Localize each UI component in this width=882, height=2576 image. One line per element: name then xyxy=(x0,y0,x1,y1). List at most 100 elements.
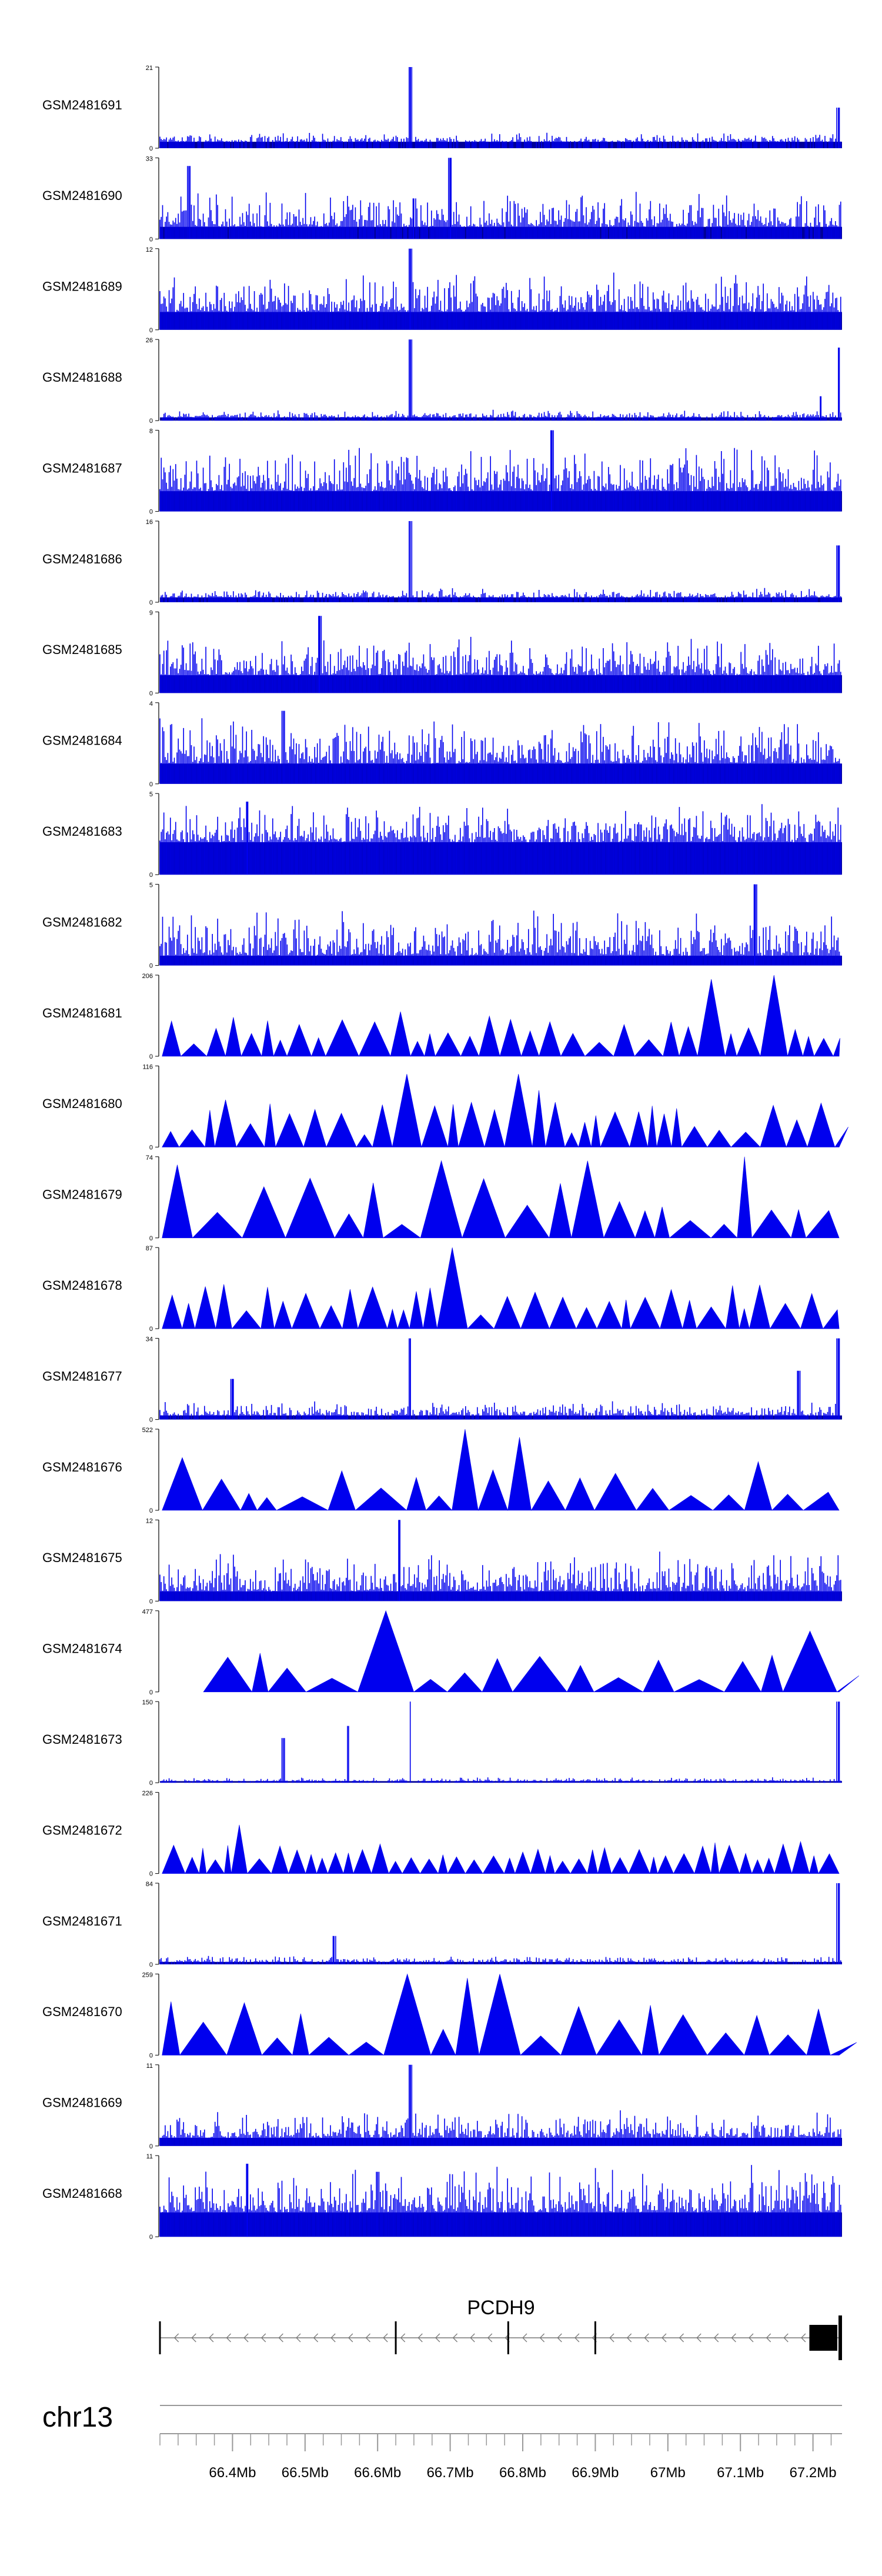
y-min-label: 0 xyxy=(149,963,153,970)
axis-tick-label: 66.5Mb xyxy=(282,2465,329,2481)
axis-tick-label: 66.6Mb xyxy=(354,2465,401,2481)
signal-baseline xyxy=(160,141,842,148)
y-max-label: 11 xyxy=(146,2153,153,2160)
y-min-label: 0 xyxy=(149,1053,153,1060)
gene-label: PCDH9 xyxy=(467,2297,534,2319)
signal-area xyxy=(162,975,840,1057)
track-label: GSM2481672 xyxy=(42,1823,122,1837)
y-max-label: 150 xyxy=(142,1699,153,1706)
y-max-label: 12 xyxy=(146,1517,153,1524)
y-max-label: 477 xyxy=(142,1609,153,1616)
track: GSM2481691 21 0 xyxy=(42,65,842,152)
signal-bars xyxy=(159,802,841,875)
track: GSM2481679 74 0 xyxy=(42,1154,840,1242)
axis-tick-label: 67.1Mb xyxy=(717,2465,764,2481)
track-label: GSM2481689 xyxy=(42,279,122,294)
track: GSM2481687 8 0 xyxy=(42,428,842,516)
y-min-label: 0 xyxy=(149,1326,153,1333)
y-max-label: 5 xyxy=(149,882,153,889)
track-label: GSM2481674 xyxy=(42,1641,122,1656)
track: GSM2481689 12 0 xyxy=(42,246,842,334)
y-max-label: 522 xyxy=(142,1427,153,1434)
track: GSM2481686 16 0 xyxy=(42,519,842,606)
y-max-label: 74 xyxy=(146,1154,153,1162)
track-label: GSM2481687 xyxy=(42,461,122,475)
gene-utr-block xyxy=(809,2325,837,2351)
signal-bars xyxy=(159,1338,840,1420)
track-label: GSM2481683 xyxy=(42,824,122,839)
track: GSM2481675 12 0 xyxy=(42,1517,842,1605)
track: GSM2481681 206 0 xyxy=(42,973,840,1060)
track: GSM2481683 5 0 xyxy=(42,791,842,879)
signal-area xyxy=(162,1429,840,1511)
y-max-label: 116 xyxy=(142,1063,153,1070)
gene-exon xyxy=(507,2321,509,2354)
signal-bars xyxy=(161,1701,841,1783)
signal-bars xyxy=(159,1883,841,1964)
track-label: GSM2481690 xyxy=(42,188,122,203)
signal-bars xyxy=(159,430,841,512)
signal-bars xyxy=(159,67,841,148)
y-min-label: 0 xyxy=(149,418,153,425)
track: GSM2481685 9 0 xyxy=(42,609,842,697)
axis-tick-label: 67.2Mb xyxy=(790,2465,837,2481)
chromosome-label: chr13 xyxy=(42,2402,113,2433)
track-label: GSM2481688 xyxy=(42,370,122,385)
y-min-label: 0 xyxy=(149,145,153,152)
y-max-label: 9 xyxy=(149,609,153,616)
track-label: GSM2481680 xyxy=(42,1096,122,1111)
track-label: GSM2481682 xyxy=(42,915,122,929)
y-max-label: 4 xyxy=(149,700,153,708)
y-max-label: 26 xyxy=(146,337,153,344)
y-max-label: 34 xyxy=(146,1336,153,1343)
y-max-label: 21 xyxy=(146,65,153,72)
signal-tracks: GSM2481691210GSM2481690330GSM2481689120G… xyxy=(42,65,859,2241)
signal-bars xyxy=(159,158,841,239)
track: GSM2481674 477 0 xyxy=(42,1609,859,1696)
gene-end-exon xyxy=(838,2315,842,2360)
y-max-label: 5 xyxy=(149,791,153,798)
signal-bars xyxy=(159,616,841,693)
track: GSM2481684 4 0 xyxy=(42,700,842,788)
track: GSM2481680 116 0 xyxy=(42,1063,848,1151)
y-max-label: 12 xyxy=(146,246,153,253)
axis-tick-label: 66.7Mb xyxy=(427,2465,474,2481)
genomic-axis-track: chr13 66.4Mb 66.5Mb 66.6Mb 66.7Mb 66.8Mb 66.9… xyxy=(42,2402,842,2481)
track-label: GSM2481671 xyxy=(42,1914,122,1928)
signal-area xyxy=(162,1973,857,2056)
y-min-label: 0 xyxy=(149,1507,153,1514)
signal-area xyxy=(162,1156,840,1239)
signal-baseline xyxy=(160,597,842,602)
y-max-label: 33 xyxy=(146,155,153,162)
y-min-label: 0 xyxy=(149,327,153,334)
y-max-label: 259 xyxy=(142,1971,153,1978)
y-max-label: 84 xyxy=(146,1881,153,1888)
track-label: GSM2481691 xyxy=(42,98,122,112)
track-label: GSM2481686 xyxy=(42,552,122,566)
track: GSM2481670 259 0 xyxy=(42,1971,857,2059)
y-min-label: 0 xyxy=(149,2234,153,2241)
axis-tick-label: 66.4Mb xyxy=(209,2465,256,2481)
y-min-label: 0 xyxy=(149,1235,153,1242)
y-min-label: 0 xyxy=(149,1780,153,1787)
track-label: GSM2481673 xyxy=(42,1732,122,1747)
y-min-label: 0 xyxy=(149,509,153,516)
track: GSM2481673 150 0 xyxy=(42,1699,842,1787)
track-label: GSM2481685 xyxy=(42,642,122,657)
y-min-label: 0 xyxy=(149,1871,153,1878)
axis-tick-label: 67Mb xyxy=(650,2465,686,2481)
signal-area xyxy=(162,1824,840,1874)
y-min-label: 0 xyxy=(149,1689,153,1696)
y-max-label: 87 xyxy=(146,1245,153,1252)
track-label: GSM2481679 xyxy=(42,1187,122,1202)
y-min-label: 0 xyxy=(149,2052,153,2059)
y-min-label: 0 xyxy=(149,1961,153,1968)
track: GSM2481672 226 0 xyxy=(42,1790,840,1878)
signal-baseline xyxy=(160,1781,842,1783)
axis-tick-label: 66.9Mb xyxy=(572,2465,619,2481)
signal-bars xyxy=(159,2064,841,2146)
track: GSM2481678 87 0 xyxy=(42,1245,840,1333)
gene-exon xyxy=(159,2321,161,2354)
track: GSM2481677 34 0 xyxy=(42,1336,842,1424)
